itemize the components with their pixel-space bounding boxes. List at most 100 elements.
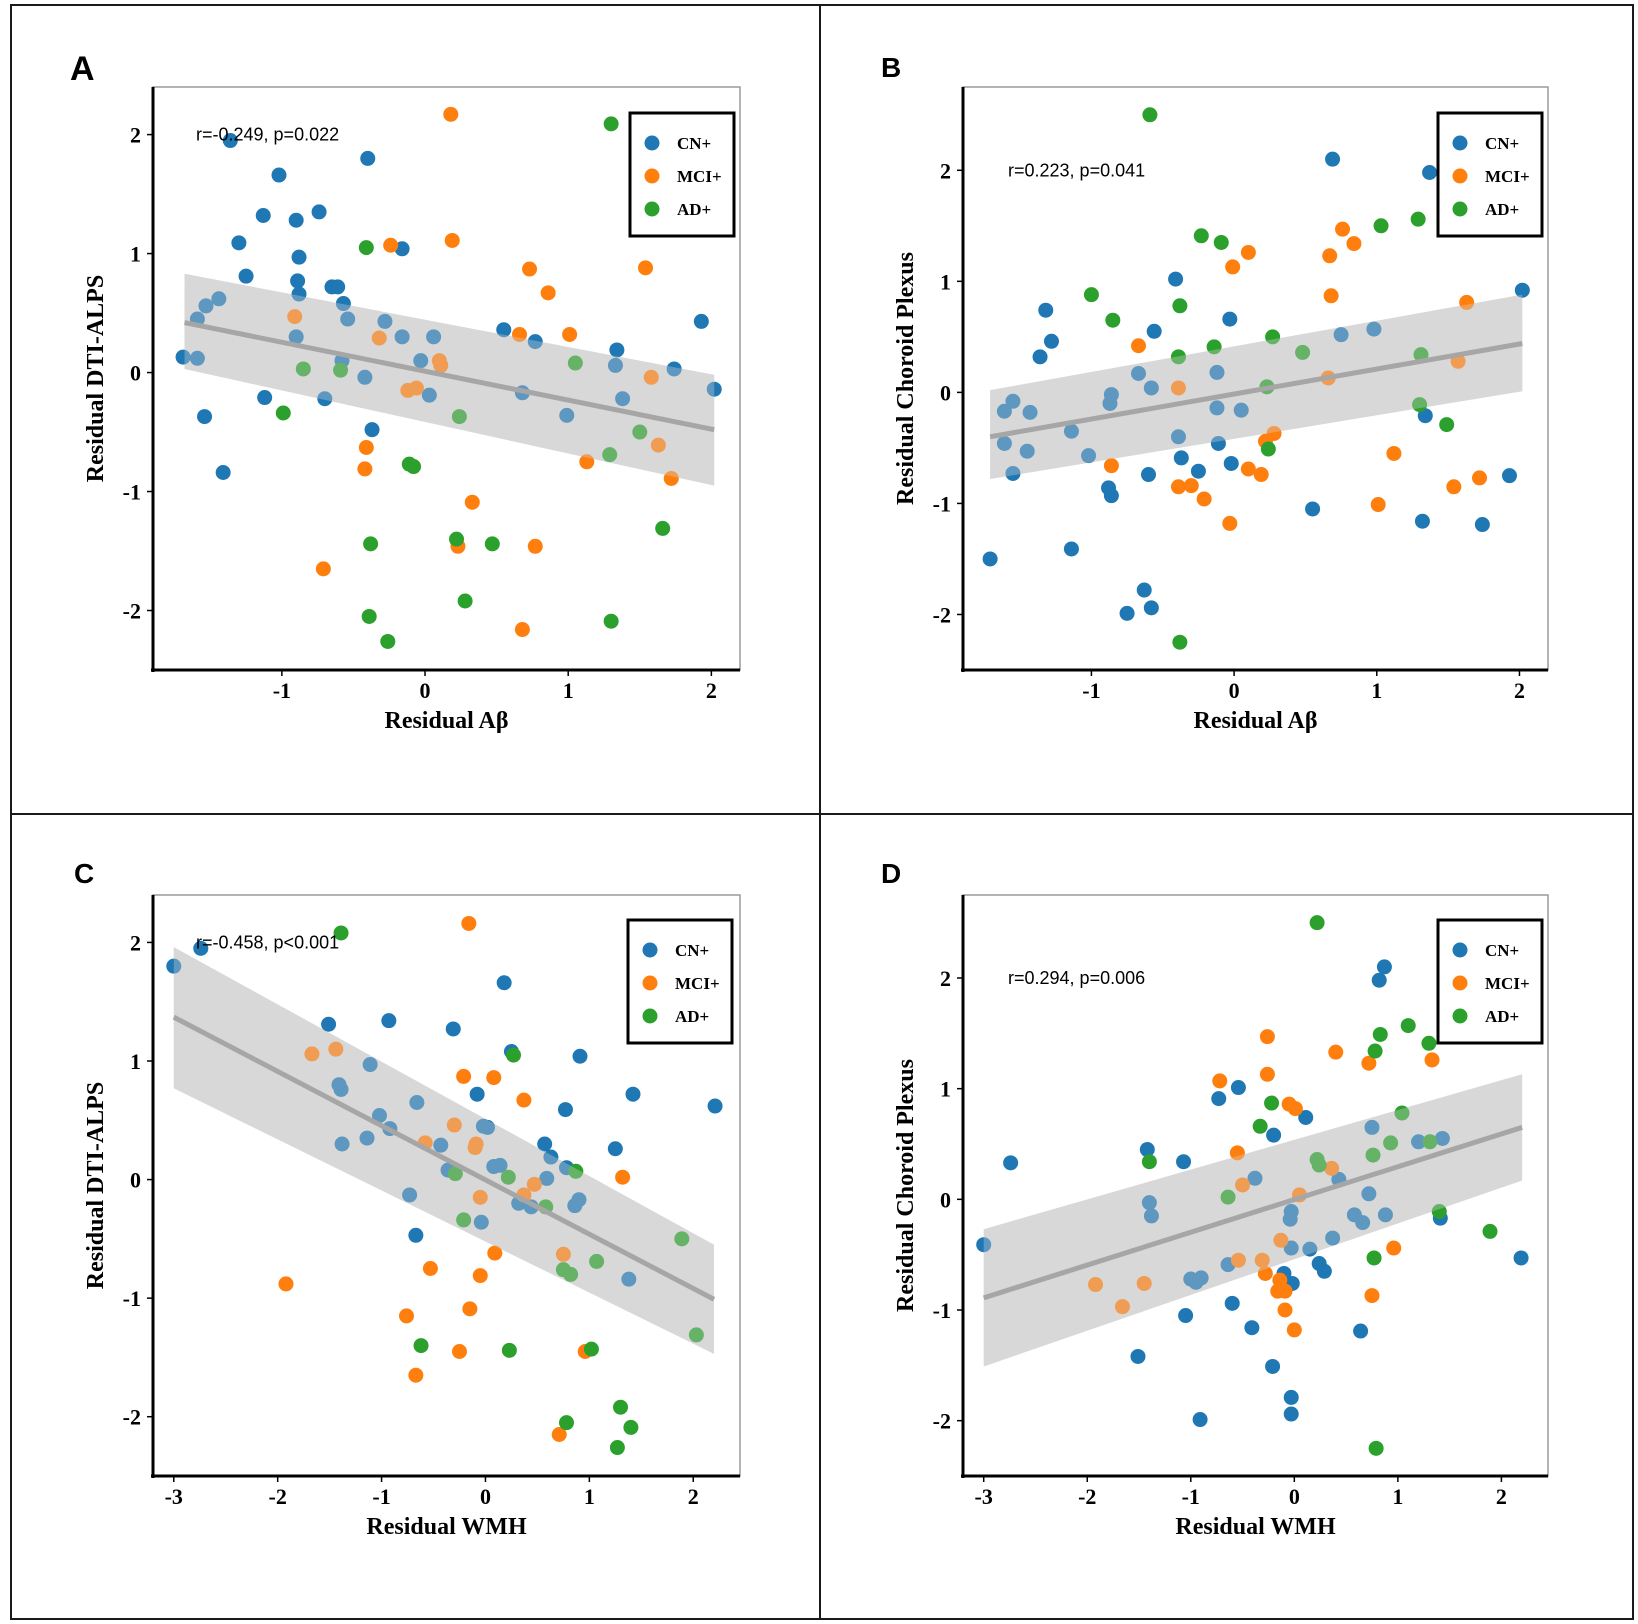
series-cn-plus bbox=[175, 133, 722, 480]
y-tick-label: 2 bbox=[130, 123, 141, 148]
data-point bbox=[663, 470, 679, 486]
x-tick-label: 0 bbox=[1229, 678, 1240, 703]
data-point bbox=[1173, 450, 1189, 466]
data-point bbox=[1324, 1160, 1340, 1176]
correlation-annotation: r=-0.249, p=0.022 bbox=[196, 125, 339, 145]
data-point bbox=[1371, 972, 1387, 988]
data-point bbox=[255, 207, 271, 223]
data-point bbox=[1386, 445, 1402, 461]
data-point bbox=[1365, 1147, 1381, 1163]
data-point bbox=[1373, 218, 1389, 234]
data-point bbox=[1188, 1274, 1204, 1290]
data-point bbox=[363, 536, 379, 552]
data-point bbox=[288, 329, 304, 345]
data-point bbox=[609, 342, 625, 358]
data-point bbox=[457, 593, 473, 609]
data-point bbox=[501, 1342, 517, 1358]
data-point bbox=[315, 561, 331, 577]
data-point bbox=[693, 313, 709, 329]
legend-marker-mci-plus bbox=[642, 975, 658, 991]
data-point bbox=[304, 1046, 320, 1062]
data-point bbox=[335, 296, 351, 312]
chart-panel-d: -3 -2 -1 0 1 2 -2 -1 0 1 2 Residual WMH Residual Cho… bbox=[893, 894, 1549, 1540]
data-point bbox=[1311, 1157, 1327, 1173]
data-point bbox=[1005, 393, 1021, 409]
legend-label: MCI+ bbox=[677, 167, 722, 186]
data-point bbox=[189, 350, 205, 366]
data-point bbox=[539, 1170, 555, 1186]
series-cn-plus bbox=[166, 940, 723, 1287]
data-point bbox=[334, 1136, 350, 1152]
data-point bbox=[383, 237, 399, 253]
data-point bbox=[464, 494, 480, 510]
data-point bbox=[358, 240, 374, 256]
data-point bbox=[1136, 1275, 1152, 1291]
data-point bbox=[1309, 915, 1325, 931]
legend-marker-cn-plus bbox=[1452, 135, 1468, 151]
data-point bbox=[357, 369, 373, 385]
data-point bbox=[1142, 107, 1158, 123]
x-tick-label: 0 bbox=[420, 678, 431, 703]
legend-marker-cn-plus bbox=[644, 135, 660, 151]
data-point bbox=[231, 235, 247, 251]
data-point bbox=[1422, 165, 1438, 181]
data-point bbox=[603, 613, 619, 629]
data-point bbox=[1286, 1322, 1302, 1338]
data-point bbox=[362, 1057, 378, 1073]
data-point bbox=[621, 1271, 637, 1287]
data-point bbox=[198, 298, 214, 314]
data-point bbox=[1394, 1105, 1410, 1121]
data-point bbox=[559, 407, 575, 423]
data-point bbox=[1038, 302, 1054, 318]
data-point bbox=[527, 334, 543, 350]
data-point bbox=[473, 1214, 489, 1230]
data-point bbox=[1224, 1295, 1240, 1311]
data-point bbox=[447, 1166, 463, 1182]
y-tick-label: -1 bbox=[933, 491, 951, 516]
data-point bbox=[1190, 463, 1206, 479]
legend: CN+ MCI+ AD+ bbox=[628, 111, 736, 238]
correlation-annotation: r=-0.458, p<0.001 bbox=[196, 932, 339, 952]
x-tick-label: 0 bbox=[480, 1484, 491, 1509]
data-point bbox=[1233, 402, 1249, 418]
data-point bbox=[193, 940, 209, 956]
data-point bbox=[1170, 349, 1186, 365]
y-axis-label: Residual DTI-ALPS bbox=[83, 275, 109, 482]
data-point bbox=[456, 1068, 472, 1084]
data-point bbox=[1422, 1134, 1438, 1150]
data-point bbox=[166, 958, 182, 974]
data-point bbox=[1168, 271, 1184, 287]
data-point bbox=[1421, 1035, 1437, 1051]
data-point bbox=[551, 1427, 567, 1442]
y-tick-label: -2 bbox=[123, 599, 141, 624]
series-cn-plus bbox=[982, 151, 1530, 621]
series-ad-plus bbox=[1141, 915, 1498, 1456]
data-point bbox=[615, 1169, 631, 1185]
panel-label-c: C bbox=[74, 858, 94, 889]
data-point bbox=[451, 1344, 467, 1359]
data-point bbox=[1325, 1230, 1341, 1246]
data-point bbox=[443, 106, 459, 122]
data-point bbox=[469, 1086, 485, 1102]
data-point bbox=[215, 464, 231, 480]
legend-label: CN+ bbox=[677, 134, 711, 153]
data-point bbox=[408, 1367, 424, 1383]
data-point bbox=[638, 260, 654, 276]
data-point bbox=[275, 405, 291, 421]
data-point bbox=[402, 1187, 418, 1203]
x-tick-label: -3 bbox=[165, 1484, 183, 1509]
data-point bbox=[1424, 1052, 1440, 1068]
data-point bbox=[1240, 244, 1256, 260]
data-point bbox=[1368, 1440, 1384, 1456]
data-point bbox=[1005, 465, 1021, 481]
data-point bbox=[1240, 461, 1256, 477]
data-point bbox=[1212, 1073, 1228, 1089]
x-axis-label: Residual Aβ bbox=[384, 708, 508, 734]
x-tick-label: -2 bbox=[1078, 1484, 1096, 1509]
legend-marker-ad-plus bbox=[1452, 201, 1468, 217]
data-point bbox=[357, 461, 373, 477]
data-point bbox=[381, 1013, 397, 1029]
data-point bbox=[1414, 513, 1430, 529]
